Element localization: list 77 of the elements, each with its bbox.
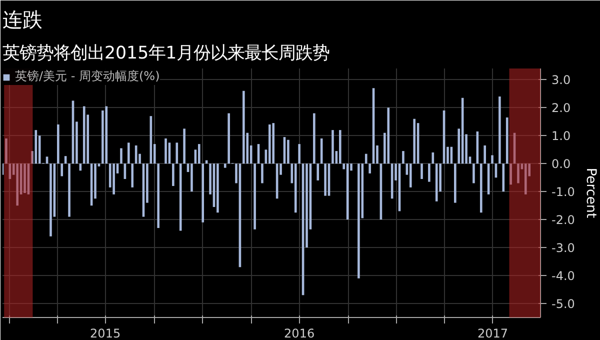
bar xyxy=(517,164,520,184)
bar xyxy=(224,164,226,168)
bar xyxy=(294,164,297,213)
bar xyxy=(242,90,245,164)
bar xyxy=(112,164,115,194)
y-tick-label: 3.0 xyxy=(552,73,571,88)
bar xyxy=(272,123,275,164)
bar xyxy=(198,144,200,164)
bar xyxy=(484,145,486,164)
y-tick-label: -3.0 xyxy=(552,241,575,256)
chart-subtitle: 英镑势将创出2015年1月份以来最长周跌势 xyxy=(2,44,330,64)
bar xyxy=(24,164,26,193)
bar xyxy=(510,164,512,185)
bar xyxy=(491,155,494,164)
bar xyxy=(216,164,219,213)
y-tick-label: -2.0 xyxy=(552,213,575,228)
bar xyxy=(364,154,368,164)
bar xyxy=(287,140,290,164)
bar xyxy=(332,130,334,164)
y-tick-label: 0.0 xyxy=(552,157,571,172)
bar xyxy=(387,108,390,164)
bar xyxy=(524,164,527,194)
bar xyxy=(105,106,108,164)
bar xyxy=(338,130,342,164)
bar xyxy=(34,130,38,164)
bar xyxy=(60,164,64,176)
bar xyxy=(472,164,475,184)
bar xyxy=(316,164,320,180)
bar xyxy=(324,164,326,196)
bar xyxy=(228,113,230,164)
bar xyxy=(413,118,416,164)
bar xyxy=(313,113,316,164)
bar xyxy=(498,96,501,164)
bar xyxy=(16,164,18,206)
bar xyxy=(190,164,193,192)
bar xyxy=(420,164,423,180)
bar xyxy=(432,152,434,164)
bar xyxy=(82,106,86,164)
y-tick-label: 2.0 xyxy=(552,101,571,116)
bar xyxy=(50,164,52,236)
bar xyxy=(298,144,300,164)
bar xyxy=(157,164,160,228)
bar xyxy=(368,164,371,174)
bar xyxy=(172,164,174,186)
y-tick-label: -5.0 xyxy=(552,297,575,312)
bar xyxy=(102,110,104,164)
bar xyxy=(506,117,508,164)
bar xyxy=(402,151,404,164)
y-tick-label: 1.0 xyxy=(552,129,571,144)
bar xyxy=(268,124,271,164)
bar xyxy=(358,164,360,278)
bar xyxy=(131,164,134,188)
bar xyxy=(183,128,186,164)
bar xyxy=(120,148,122,164)
bar xyxy=(68,164,70,217)
y-tick-label: -4.0 xyxy=(552,269,575,284)
bar xyxy=(164,138,167,164)
bar xyxy=(454,164,456,203)
legend-label: 英镑/美元 - 周变动幅度(%) xyxy=(15,68,160,85)
x-tick-label: 2016 xyxy=(284,326,315,340)
bar xyxy=(176,142,178,164)
bar xyxy=(5,138,8,164)
y-tick-label: -1.0 xyxy=(552,185,575,200)
bar xyxy=(57,124,60,164)
chart-title: 连跌 xyxy=(2,8,42,32)
bar xyxy=(502,164,505,192)
bar xyxy=(409,164,412,188)
bar xyxy=(202,164,204,222)
bar xyxy=(428,164,430,182)
bar xyxy=(261,164,264,184)
y-axis-title: Percent xyxy=(582,168,598,218)
bar xyxy=(435,164,438,202)
bar xyxy=(480,164,482,213)
bar xyxy=(128,142,130,164)
x-tick-label: 2017 xyxy=(478,326,508,340)
x-tick-label: 2015 xyxy=(90,326,121,340)
bar xyxy=(254,164,256,230)
